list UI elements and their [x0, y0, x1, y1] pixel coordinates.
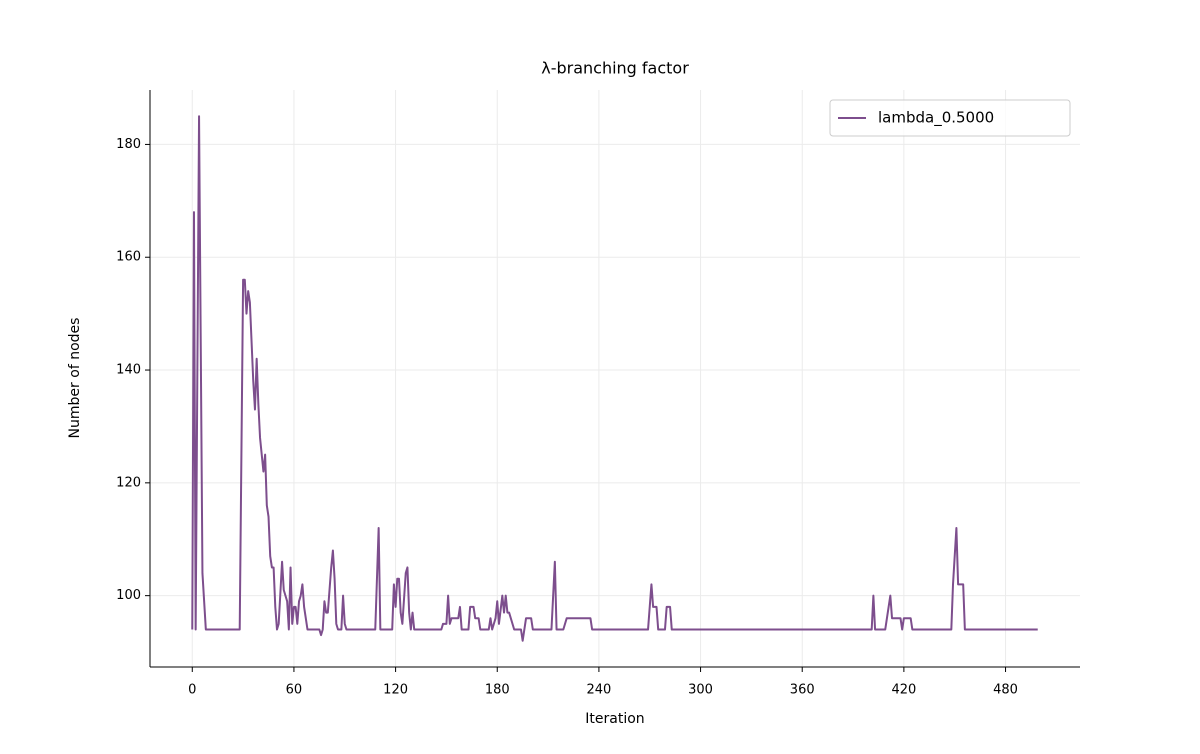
x-tick-label: 420 — [891, 683, 916, 698]
y-tick-label: 120 — [116, 475, 141, 490]
x-tick-label: 360 — [790, 683, 815, 698]
legend-box — [829, 99, 1071, 137]
data-line — [191, 115, 1038, 642]
x-tick-label: 240 — [586, 683, 611, 698]
x-axis-label: Iteration — [585, 711, 644, 727]
legend-label: lambda_0.5000 — [878, 109, 994, 128]
x-tick-label: 480 — [993, 683, 1018, 698]
y-tick-label: 100 — [116, 588, 141, 603]
y-tick-label: 160 — [116, 250, 141, 265]
chart-title: λ-branching factor — [541, 59, 689, 78]
x-tick-label: 180 — [485, 683, 510, 698]
y-tick-label: 140 — [116, 363, 141, 378]
x-tick-label: 0 — [188, 683, 196, 698]
y-tick-label: 180 — [116, 137, 141, 152]
x-tick-label: 60 — [286, 683, 303, 698]
y-axis-label: Number of nodes — [67, 318, 83, 439]
x-tick-label: 120 — [383, 683, 408, 698]
x-tick-label: 300 — [688, 683, 713, 698]
